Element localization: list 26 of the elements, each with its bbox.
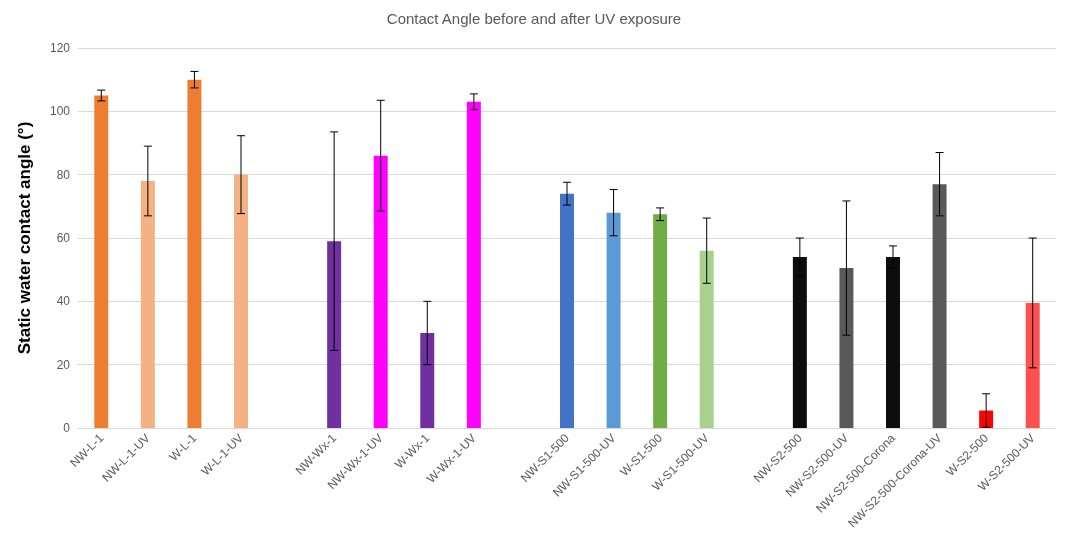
bar	[792, 257, 807, 428]
bar	[94, 95, 109, 428]
y-tick-label: 120	[49, 41, 71, 55]
y-tick-label: 0	[63, 421, 71, 435]
bar	[560, 193, 574, 428]
y-tick-label: 60	[56, 231, 71, 245]
chart-title: Contact Angle before and after UV exposure	[386, 10, 682, 27]
y-tick-label: 100	[49, 104, 71, 119]
bar	[373, 155, 388, 428]
bar	[699, 250, 714, 428]
bar	[1025, 302, 1040, 428]
bar	[466, 101, 481, 428]
bar	[932, 184, 947, 428]
bar	[606, 212, 621, 428]
y-tick-label: 80	[56, 167, 71, 182]
bar	[839, 268, 854, 428]
bar	[886, 257, 900, 428]
bar	[420, 333, 435, 428]
bar	[327, 241, 342, 428]
y-tick-label: 20	[56, 357, 71, 372]
bar	[653, 214, 668, 428]
bar	[234, 174, 248, 428]
bar	[140, 181, 155, 428]
bar	[187, 79, 202, 428]
y-tick-label: 40	[56, 294, 71, 309]
y-axis-title: Static water contact angle (°)	[15, 121, 34, 355]
